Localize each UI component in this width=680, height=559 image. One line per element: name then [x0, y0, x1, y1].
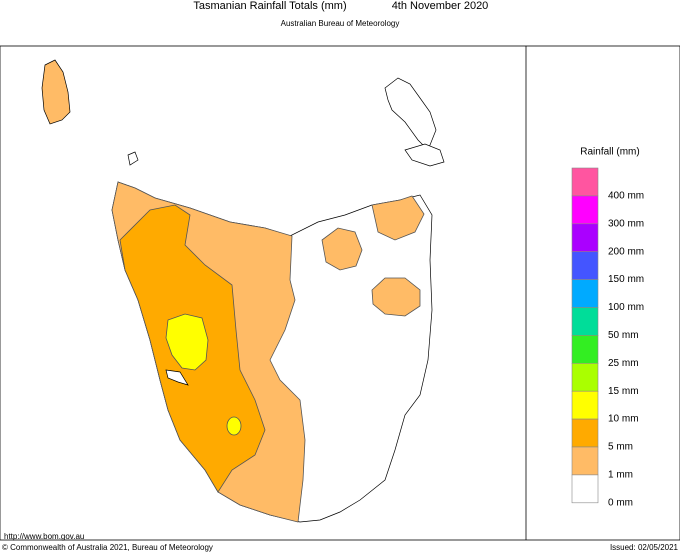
footer-url: http://www.bom.gov.au	[4, 532, 84, 541]
island	[127, 151, 139, 166]
legend-label: 300 mm	[608, 218, 644, 229]
legend-swatch	[571, 418, 599, 448]
island	[404, 143, 445, 167]
rain-1mm	[321, 227, 363, 271]
legend-label: 10 mm	[608, 414, 639, 425]
legend-swatch	[571, 251, 599, 280]
island	[41, 59, 71, 125]
legend-label: 50 mm	[608, 330, 639, 341]
legend-label: 200 mm	[608, 246, 644, 257]
legend-label: 25 mm	[608, 358, 639, 369]
island	[384, 77, 437, 151]
legend-swatch	[571, 307, 599, 336]
legend-label: 150 mm	[608, 274, 644, 285]
legend-swatch	[571, 195, 599, 225]
harbour	[165, 369, 189, 386]
legend-swatch	[571, 279, 599, 308]
legend-label: 1 mm	[608, 470, 633, 481]
rain-1mm	[371, 195, 425, 241]
legend-label: 0 mm	[608, 497, 633, 508]
rain-10mm	[165, 313, 209, 371]
legend-label: 15 mm	[608, 386, 639, 397]
rain-1mm	[371, 277, 421, 317]
legend-title: Rainfall (mm)	[580, 147, 639, 158]
legend: 400 mm 300 mm 200 mm 150 mm 100 mm 50 mm 25 mm…	[571, 167, 644, 508]
legend-label: 400 mm	[608, 191, 644, 202]
legend-swatch	[571, 446, 599, 476]
legend-swatch	[571, 335, 599, 364]
legend-swatch	[571, 362, 599, 392]
map	[41, 59, 445, 523]
subtitle: Australian Bureau of Meteorology	[281, 19, 400, 28]
legend-label: 5 mm	[608, 442, 633, 453]
date: 4th November 2020	[392, 0, 489, 12]
legend-swatch	[571, 390, 599, 420]
footer-copyright: © Commonwealth of Australia 2021, Bureau…	[2, 543, 213, 552]
legend-swatch	[571, 474, 599, 504]
title: Tasmanian Rainfall Totals (mm)	[193, 0, 346, 12]
legend-swatch	[571, 167, 599, 197]
legend-label: 100 mm	[608, 302, 644, 313]
footer-issued: Issued: 02/05/2021	[610, 543, 679, 552]
legend-swatch	[571, 223, 599, 253]
rain-10mm	[226, 416, 242, 436]
